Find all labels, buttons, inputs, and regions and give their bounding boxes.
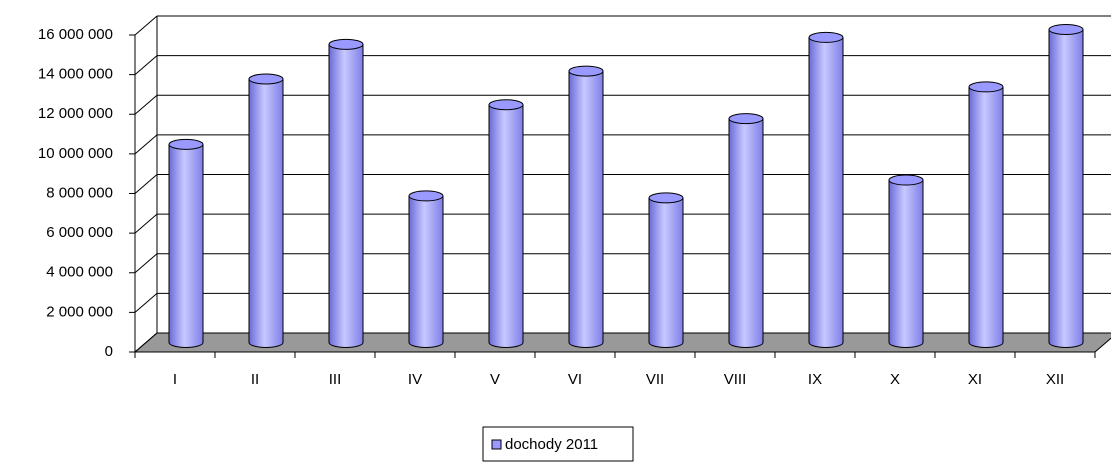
bar-top [408, 190, 444, 202]
bar-top [728, 113, 764, 125]
x-tick-label: X [890, 371, 900, 388]
x-tick-label: V [490, 371, 500, 388]
y-tick-label: 8 000 000 [46, 184, 113, 201]
x-tick-label: VI [568, 371, 582, 388]
x-tick-label: I [173, 371, 177, 388]
x-tick-label: IX [808, 371, 822, 388]
y-tick-label: 10 000 000 [38, 145, 113, 162]
y-tick-label: 6 000 000 [46, 224, 113, 241]
grid-line [134, 94, 158, 115]
x-tick-label: VII [646, 371, 664, 388]
bar [968, 86, 1004, 348]
grid-line [134, 174, 158, 194]
y-tick-label: 14 000 000 [38, 66, 113, 83]
x-tick-label: II [251, 371, 259, 388]
y-tick-label: 4 000 000 [46, 264, 113, 281]
bar [168, 143, 204, 348]
bar-top [328, 38, 364, 50]
y-tick-label: 12 000 000 [38, 105, 113, 122]
grid-line [134, 55, 158, 76]
y-tick-label: 0 [105, 343, 113, 360]
bar [888, 179, 924, 348]
bar [248, 78, 284, 348]
grid-line [134, 292, 158, 313]
bar [1048, 28, 1084, 348]
x-tick-label: IV [408, 371, 422, 388]
grid-line [134, 15, 158, 36]
x-tick-label: XII [1046, 371, 1064, 388]
bar-top [648, 192, 684, 204]
bar [408, 195, 444, 348]
legend-box [482, 426, 634, 462]
grid-line [134, 332, 158, 353]
y-tick-label: 2 000 000 [46, 303, 113, 320]
bar-top [968, 81, 1004, 93]
y-tick-label: 16 000 000 [38, 26, 113, 43]
bar-top [808, 31, 844, 43]
x-tick-label: XI [968, 371, 982, 388]
grid-line [134, 134, 158, 155]
bar-top [248, 73, 284, 85]
grid-line [134, 213, 158, 234]
x-tick-label: III [329, 371, 342, 388]
bar-top [568, 65, 604, 77]
bar-top [888, 174, 924, 186]
bar [328, 43, 364, 348]
bar-top [168, 138, 204, 150]
bar [648, 197, 684, 348]
bar [488, 104, 524, 348]
x-tick-label: VIII [724, 371, 747, 388]
legend-label: dochody 2011 [505, 436, 598, 453]
legend: dochody 2011 [482, 426, 634, 462]
bar-top [1048, 23, 1084, 35]
bar [808, 36, 844, 348]
bar [568, 70, 604, 348]
bar-top [488, 99, 524, 111]
grid-line [134, 253, 158, 274]
bar [728, 118, 764, 348]
legend-swatch [491, 439, 502, 450]
